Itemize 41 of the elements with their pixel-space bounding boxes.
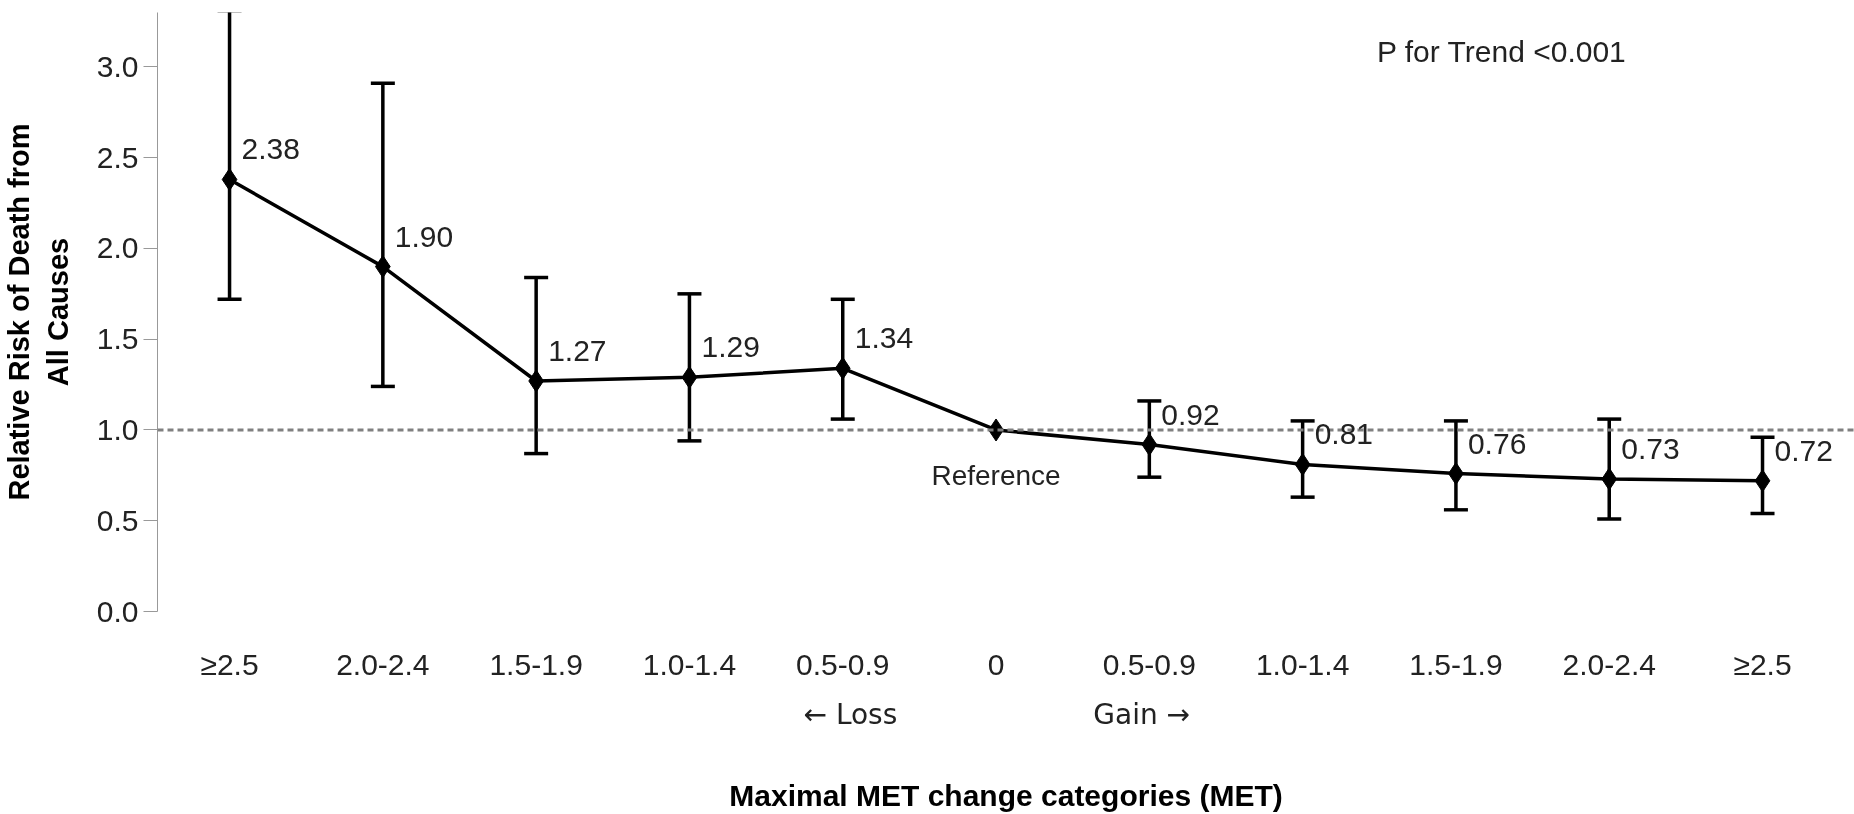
point [1601,467,1618,491]
x-tick-label: 0 [987,647,1005,681]
point [681,365,698,389]
y-tick-label: 0.5 [96,503,139,537]
x-axis-title: Maximal MET change categories (MET) [729,778,1283,812]
data-label: Reference [931,459,1061,491]
data-label: 0.76 [1467,426,1527,460]
x-tick-label: ≥2.5 [1733,647,1792,681]
data-label: 2.38 [241,132,300,166]
data-label: 1.90 [394,219,454,253]
x-tick-label: 1.5-1.9 [489,647,583,681]
text: ← Loss [803,697,898,731]
y-tick-label: 0.0 [96,594,139,628]
data-label: 0.92 [1161,397,1220,431]
y-tick-label: 3.0 [96,49,139,83]
data-label: 0.73 [1621,431,1680,465]
point [1294,452,1311,476]
data-label: 1.27 [548,333,607,367]
annotation: P for Trend <0.001 [1376,34,1626,68]
x-tick-label: 1.0-1.4 [642,647,737,681]
data-label: 0.81 [1314,417,1374,451]
y-axis-title: Relative Risk of Death from All Causes [3,123,74,501]
x-tick-label: 0.5-0.9 [1102,647,1197,681]
point [1754,469,1771,493]
y-tick-label: 2.5 [96,140,139,174]
point [221,167,238,191]
y-tick-label: 1.0 [96,412,139,446]
x-tick-label: 1.5-1.9 [1409,647,1503,681]
point [1141,433,1158,457]
x-tick-label: ≥2.5 [200,647,259,681]
x-tick-label: 2.0-2.4 [1562,647,1656,681]
x-tick-label: 1.0-1.4 [1255,647,1350,681]
x-tick-label: 0.5-0.9 [796,647,890,681]
data-label: 1.29 [701,330,760,364]
point [834,356,851,380]
y-tick-label: 2.0 [96,231,139,265]
text: Gain → [1093,697,1191,731]
y-tick-label: 1.5 [96,322,139,356]
data-label: 1.34 [854,321,914,355]
x-tick-label: 2.0-2.4 [336,647,430,681]
data-label: 0.72 [1774,433,1833,467]
